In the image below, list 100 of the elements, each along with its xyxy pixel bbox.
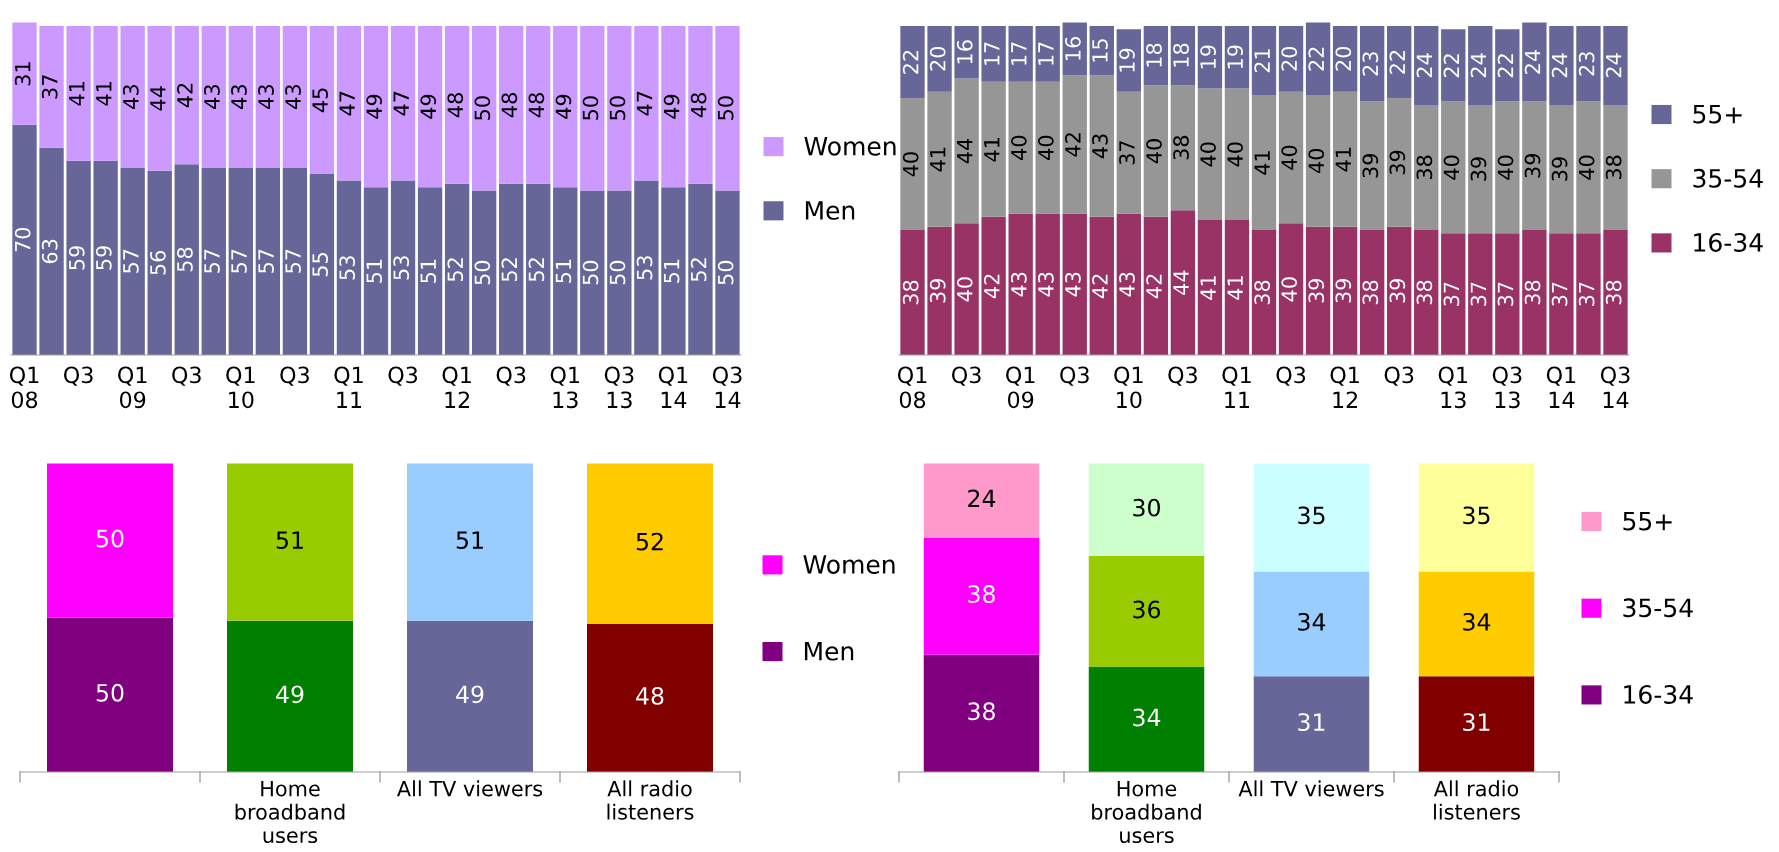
- data-label: 16: [956, 40, 973, 64]
- bar: [309, 25, 335, 174]
- bar: [12, 22, 37, 125]
- x-tick-label: Q3: [952, 366, 981, 386]
- bar: [1278, 25, 1304, 92]
- data-label: 50: [96, 529, 124, 548]
- data-label: 39: [1470, 157, 1487, 181]
- data-label: 57: [231, 249, 247, 273]
- bar: [12, 124, 37, 355]
- bar: [1332, 226, 1358, 355]
- data-label: 38: [1605, 155, 1622, 180]
- data-label: 17: [1038, 42, 1054, 65]
- data-label: 43: [204, 85, 220, 109]
- data-label: 40: [1227, 142, 1244, 167]
- data-label: 35: [1463, 506, 1490, 525]
- data-label: 39: [1389, 150, 1406, 175]
- bar: [1305, 95, 1331, 227]
- data-label: 53: [339, 256, 356, 280]
- bar: [1251, 25, 1277, 96]
- bar: [1576, 233, 1601, 355]
- data-label: 22: [1497, 54, 1514, 78]
- bar: [1387, 98, 1412, 227]
- data-label: 40: [956, 277, 973, 302]
- bar: [1116, 213, 1141, 355]
- bar: [981, 81, 1006, 217]
- data-label: 24: [968, 489, 996, 507]
- bar: [1062, 75, 1087, 214]
- x-tick-label: Q3: [1276, 366, 1306, 386]
- bar: [1278, 91, 1304, 224]
- data-label: 31: [1298, 713, 1325, 732]
- data-label: 57: [258, 249, 274, 273]
- bar: [1088, 556, 1205, 668]
- data-label: 24: [1524, 50, 1541, 74]
- bar: [1278, 223, 1304, 355]
- x-tick-label: Q1 11: [334, 366, 363, 408]
- legend-label: 16-34: [1694, 233, 1763, 252]
- bar: [1197, 88, 1223, 221]
- bar: [471, 190, 497, 355]
- data-label: 43: [231, 85, 247, 109]
- data-label: 34: [1298, 612, 1326, 631]
- bar: [661, 187, 686, 355]
- data-label: 49: [456, 685, 484, 704]
- bar: [954, 223, 979, 355]
- data-label: 40: [1578, 155, 1595, 180]
- data-label: 38: [1524, 280, 1541, 305]
- bar: [417, 25, 443, 188]
- bar: [715, 190, 740, 355]
- data-label: 48: [636, 686, 664, 705]
- data-label: 40: [1443, 155, 1460, 180]
- data-label: 49: [366, 94, 383, 119]
- bar: [363, 25, 389, 188]
- bar: [1495, 29, 1520, 102]
- data-label: 52: [501, 258, 518, 282]
- bar: [526, 183, 551, 355]
- bar: [1418, 676, 1535, 772]
- data-label: 22: [1443, 54, 1460, 78]
- data-label: 50: [474, 260, 491, 285]
- data-label: 39: [929, 279, 946, 303]
- bar: [66, 25, 91, 161]
- x-tick-label: All radio listeners: [1433, 780, 1520, 820]
- bar: [39, 25, 64, 148]
- data-label: 37: [1443, 282, 1460, 306]
- bar: [120, 167, 145, 355]
- data-label: 50: [96, 683, 124, 702]
- x-tick-label: Home broadband users: [235, 780, 345, 844]
- data-label: 35: [1298, 506, 1325, 525]
- bar: [1359, 25, 1385, 102]
- data-label: 53: [393, 256, 410, 280]
- data-label: 23: [1362, 52, 1379, 76]
- x-tick-label: Q3: [280, 366, 309, 386]
- data-label: 43: [1010, 272, 1027, 297]
- data-label: 63: [41, 239, 58, 264]
- data-label: 57: [123, 249, 139, 273]
- bar: [1170, 85, 1196, 211]
- data-label: 20: [1335, 46, 1352, 71]
- x-tick-label: Q3 13: [1492, 366, 1522, 409]
- bar: [1576, 101, 1601, 234]
- data-label: 40: [902, 152, 919, 177]
- bar: [1305, 22, 1331, 96]
- data-label: 39: [1335, 279, 1352, 303]
- data-label: 59: [95, 246, 112, 270]
- bar: [444, 25, 470, 184]
- data-label: 52: [528, 258, 545, 282]
- data-label: 49: [663, 94, 680, 119]
- bar: [1089, 216, 1114, 355]
- bar: [1576, 25, 1601, 102]
- data-label: 41: [984, 137, 1000, 162]
- bar: [417, 187, 443, 355]
- x-tick-label: Q3 13: [604, 366, 634, 409]
- bar: [201, 167, 226, 355]
- bar: [1088, 463, 1205, 556]
- bar: [1603, 25, 1628, 105]
- x-tick-label: Q1 11: [1222, 366, 1251, 408]
- legend-label: 55+: [1693, 104, 1742, 124]
- data-label: 50: [609, 260, 626, 285]
- bar: [1332, 91, 1358, 227]
- x-tick-label: Q3: [388, 366, 418, 386]
- bar: [923, 463, 1040, 538]
- bar: [1414, 25, 1439, 105]
- data-label: 44: [1173, 270, 1189, 295]
